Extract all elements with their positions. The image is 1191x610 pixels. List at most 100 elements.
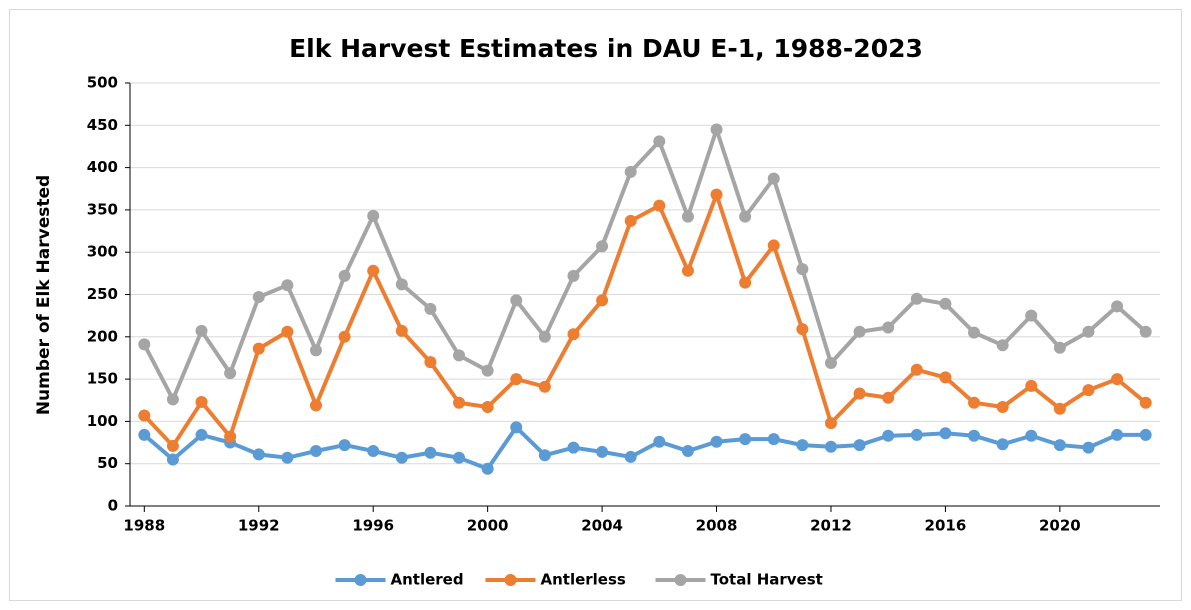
point bbox=[252, 342, 265, 355]
point bbox=[309, 445, 322, 458]
point bbox=[624, 165, 637, 178]
point bbox=[853, 325, 866, 338]
legend-label: Total Harvest bbox=[711, 571, 823, 589]
point bbox=[510, 421, 523, 434]
point bbox=[367, 445, 380, 458]
point bbox=[710, 435, 723, 448]
chart-title: Elk Harvest Estimates in DAU E-1, 1988-2… bbox=[289, 34, 923, 63]
point bbox=[796, 323, 809, 336]
point bbox=[166, 439, 179, 452]
point bbox=[681, 264, 694, 277]
point bbox=[338, 439, 351, 452]
point bbox=[739, 276, 752, 289]
point bbox=[824, 357, 837, 370]
point bbox=[224, 367, 237, 380]
point bbox=[910, 292, 923, 305]
point bbox=[567, 328, 580, 341]
point bbox=[138, 338, 151, 351]
point bbox=[166, 453, 179, 466]
legend-marker bbox=[504, 574, 517, 586]
point bbox=[453, 349, 466, 362]
point bbox=[567, 269, 580, 282]
point bbox=[596, 445, 609, 458]
x-tick-label: 1992 bbox=[238, 517, 280, 535]
y-tick-label: 250 bbox=[87, 285, 118, 303]
point bbox=[195, 428, 208, 441]
point bbox=[910, 363, 923, 376]
point bbox=[1139, 325, 1152, 338]
point bbox=[338, 330, 351, 343]
y-tick-label: 300 bbox=[87, 243, 118, 261]
point bbox=[681, 210, 694, 223]
point bbox=[767, 172, 780, 185]
point bbox=[138, 428, 151, 441]
point bbox=[939, 371, 952, 384]
point bbox=[739, 210, 752, 223]
y-tick-label: 500 bbox=[87, 74, 118, 92]
point bbox=[367, 209, 380, 222]
point bbox=[1111, 428, 1124, 441]
point bbox=[1082, 441, 1095, 454]
point bbox=[309, 399, 322, 412]
point bbox=[395, 324, 408, 337]
y-tick-label: 50 bbox=[97, 454, 118, 472]
point bbox=[453, 396, 466, 409]
point bbox=[1025, 429, 1038, 442]
y-tick-label: 150 bbox=[87, 370, 118, 388]
point bbox=[653, 435, 666, 448]
point bbox=[968, 326, 981, 339]
point bbox=[538, 330, 551, 343]
point bbox=[1053, 439, 1066, 452]
point bbox=[767, 433, 780, 446]
point bbox=[395, 451, 408, 464]
point bbox=[481, 364, 494, 377]
legend-label: Antlerless bbox=[541, 571, 626, 589]
point bbox=[882, 391, 895, 404]
x-tick-label: 2004 bbox=[581, 517, 623, 535]
point bbox=[395, 278, 408, 291]
point bbox=[309, 344, 322, 357]
point bbox=[968, 429, 981, 442]
point bbox=[510, 373, 523, 386]
point bbox=[453, 451, 466, 464]
point bbox=[796, 263, 809, 276]
y-tick-label: 200 bbox=[87, 327, 118, 345]
y-tick-label: 350 bbox=[87, 200, 118, 218]
y-tick-label: 0 bbox=[108, 497, 118, 515]
point bbox=[338, 269, 351, 282]
point bbox=[1111, 373, 1124, 386]
point bbox=[424, 302, 437, 315]
point bbox=[1025, 379, 1038, 392]
x-tick-label: 2016 bbox=[925, 517, 967, 535]
point bbox=[739, 433, 752, 446]
point bbox=[252, 291, 265, 304]
x-tick-label: 2008 bbox=[696, 517, 738, 535]
point bbox=[910, 428, 923, 441]
point bbox=[281, 451, 294, 464]
point bbox=[281, 325, 294, 338]
point bbox=[166, 393, 179, 406]
point bbox=[281, 279, 294, 292]
point bbox=[1053, 402, 1066, 415]
point bbox=[510, 294, 523, 307]
point bbox=[882, 321, 895, 334]
x-tick-label: 2000 bbox=[467, 517, 509, 535]
point bbox=[481, 462, 494, 475]
point bbox=[939, 427, 952, 440]
point bbox=[710, 123, 723, 136]
point bbox=[853, 387, 866, 400]
point bbox=[1139, 396, 1152, 409]
point bbox=[596, 294, 609, 307]
point bbox=[538, 380, 551, 393]
x-tick-label: 2012 bbox=[810, 517, 852, 535]
point bbox=[996, 401, 1009, 414]
point bbox=[567, 441, 580, 454]
point bbox=[939, 297, 952, 310]
point bbox=[195, 324, 208, 337]
point bbox=[824, 440, 837, 453]
legend-marker bbox=[674, 574, 687, 586]
point bbox=[596, 240, 609, 253]
point bbox=[481, 401, 494, 414]
point bbox=[653, 199, 666, 212]
x-tick-label: 2020 bbox=[1039, 517, 1081, 535]
